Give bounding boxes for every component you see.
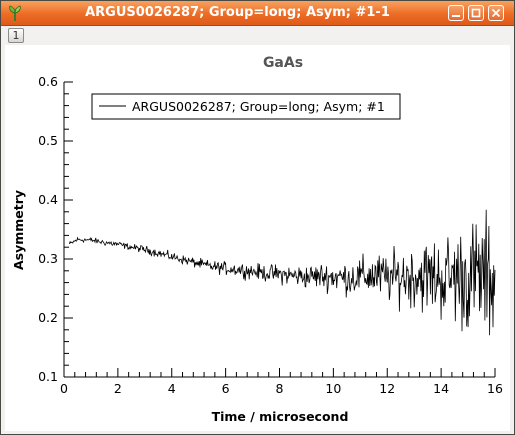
- plot-canvas: GaAs 0 2 4 6 8 10 12 14 16 0.1 0.2 0.3 0.4 0.5 0.6 ARG…: [5, 45, 510, 431]
- y-axis-label: Asymmetry: [11, 190, 26, 270]
- legend: ARGUS0026287; Group=long; Asym; #1: [91, 93, 401, 120]
- x-tick-label: 16: [487, 381, 503, 396]
- y-tick-label: 0.1: [38, 369, 58, 384]
- x-tick-label: 0: [60, 381, 68, 396]
- window-title: ARGUS0026287; Group=long; Asym; #1-1: [85, 5, 390, 20]
- minimize-button[interactable]: [448, 5, 464, 21]
- chart-title: GaAs: [263, 55, 303, 71]
- series-line: [69, 209, 496, 336]
- canvas-tab-1[interactable]: 1: [8, 28, 24, 43]
- y-tick-label: 0.3: [38, 251, 58, 266]
- title-bar[interactable]: ARGUS0026287; Group=long; Asym; #1-1: [1, 1, 514, 26]
- legend-label: ARGUS0026287; Group=long; Asym; #1: [132, 99, 385, 114]
- close-button[interactable]: [488, 5, 504, 21]
- y-tick-label: 0.6: [38, 74, 58, 89]
- maximize-button[interactable]: [468, 5, 484, 21]
- x-tick-label: 8: [276, 381, 284, 396]
- minimize-icon: [452, 15, 460, 17]
- y-tick-label: 0.2: [38, 310, 58, 325]
- close-icon: [491, 8, 501, 18]
- x-tick-label: 2: [114, 381, 122, 396]
- x-tick-label: 4: [168, 381, 176, 396]
- y-tick-label: 0.4: [38, 192, 58, 207]
- x-tick-label: 6: [222, 381, 230, 396]
- x-tick-label: 10: [325, 381, 341, 396]
- x-tick-label: 14: [433, 381, 449, 396]
- maximize-icon: [471, 8, 481, 18]
- app-icon: [7, 4, 23, 22]
- x-tick-label: 12: [379, 381, 395, 396]
- chart: GaAs 0 2 4 6 8 10 12 14 16 0.1 0.2 0.3 0.4 0.5 0.6 ARG…: [11, 55, 503, 424]
- y-tick-label: 0.5: [38, 133, 58, 148]
- legend-box: [91, 93, 401, 120]
- x-axis-label: Time / microsecond: [212, 409, 349, 424]
